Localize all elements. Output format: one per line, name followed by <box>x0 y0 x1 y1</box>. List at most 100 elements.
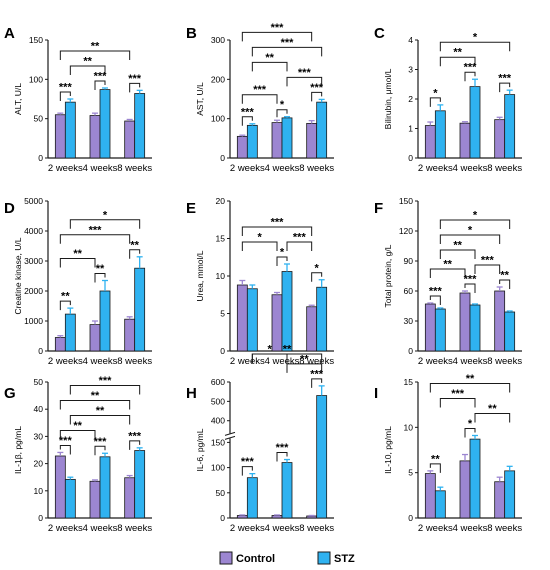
bar-stz <box>469 304 481 352</box>
x-category-label: 8 weeks <box>487 163 522 174</box>
y-tick-label: 120 <box>399 226 413 236</box>
significance-label: * <box>268 344 273 356</box>
significance-bracket <box>439 249 476 259</box>
significance-bracket <box>241 466 253 476</box>
significance-label: *** <box>298 67 312 79</box>
significance-bracket <box>59 444 71 455</box>
significance-label: ** <box>91 390 100 402</box>
x-category-label: 8 weeks <box>117 163 152 174</box>
significance-bracket <box>464 283 476 293</box>
significance-bracket <box>311 378 323 388</box>
significance-bracket <box>59 300 71 311</box>
significance-label: *** <box>464 62 478 74</box>
x-category-label: 4 weeks <box>453 163 488 174</box>
bar-control <box>271 515 283 519</box>
panel-letter-a: A <box>4 25 15 42</box>
significance-label: *** <box>429 286 443 298</box>
significance-bracket <box>276 256 288 266</box>
significance-label: ** <box>500 270 509 282</box>
significance-label: * <box>280 99 285 111</box>
significance-bracket <box>311 272 323 282</box>
y-tick-label: 600 <box>211 377 225 387</box>
y-tick-label: 0 <box>408 153 413 163</box>
y-tick-label: 5 <box>220 309 225 319</box>
significance-label: *** <box>128 73 142 85</box>
legend-swatch-control <box>219 551 233 565</box>
bar-control <box>236 284 248 352</box>
bar-stz <box>281 117 293 159</box>
x-category-label: 2 weeks <box>230 163 265 174</box>
y-tick-label: 30 <box>34 431 44 441</box>
significance-bracket <box>129 440 141 450</box>
significance-bracket <box>251 353 323 363</box>
y-tick-label: 4000 <box>24 226 43 236</box>
panel-d: D 0 1000 2000 3000 4000 5000 Creatine kinase, U… <box>4 196 152 367</box>
y-tick-label: 0 <box>408 513 413 523</box>
significance-bracket <box>464 427 476 438</box>
y-tick-label: 0 <box>38 346 43 356</box>
y-tick-label: 5 <box>408 468 413 478</box>
significance-label: *** <box>481 255 495 267</box>
bar-stz <box>246 477 258 519</box>
bar-stz <box>99 89 111 159</box>
x-category-label: 4 weeks <box>265 356 300 367</box>
bar-control <box>424 473 436 519</box>
x-category-label: 4 weeks <box>83 356 118 367</box>
bar-stz <box>434 110 446 159</box>
y-tick-label: 300 <box>211 35 225 45</box>
panel-letter-h: H <box>186 385 197 402</box>
significance-label: *** <box>99 375 113 387</box>
significance-bracket <box>439 219 511 229</box>
x-category-label: 2 weeks <box>48 163 83 174</box>
y-tick-label: 150 <box>29 35 43 45</box>
significance-bracket <box>429 268 466 278</box>
bar-control <box>89 324 101 352</box>
significance-label: ** <box>283 344 292 356</box>
legend-swatch-stz <box>317 551 331 565</box>
panel-c: C 0 1 2 3 4 Bilirubin, μmol/L 2 weeks 4 weeks 8 w… <box>374 25 522 174</box>
significance-bracket <box>241 226 313 236</box>
significance-bracket <box>276 452 288 462</box>
y-tick-label: 500 <box>211 396 225 406</box>
significance-label: *** <box>241 106 255 118</box>
x-category-label: 2 weeks <box>230 356 265 367</box>
bar-control <box>494 119 506 159</box>
y-axis-label: AST, U/L <box>195 82 205 116</box>
significance-bracket <box>59 258 96 268</box>
significance-label: ** <box>73 420 82 432</box>
significance-bracket <box>251 46 323 57</box>
y-tick-label: 150 <box>211 437 225 447</box>
panel-e: E 0 5 10 15 20 Urea, mmol/L 2 weeks 4 weeks 8 wee… <box>186 196 334 367</box>
x-category-label: 8 weeks <box>117 523 152 534</box>
bar-stz <box>64 313 76 352</box>
y-tick-label: 0 <box>408 346 413 356</box>
bar-stz <box>504 311 516 352</box>
y-tick-label: 400 <box>211 416 225 426</box>
bar-control <box>89 115 101 159</box>
y-tick-label: 50 <box>34 114 44 124</box>
y-tick-label: 1000 <box>24 316 43 326</box>
y-tick-label: 50 <box>216 488 226 498</box>
bar-control <box>236 135 248 159</box>
x-category-label: 2 weeks <box>418 163 453 174</box>
x-category-label: 8 weeks <box>117 356 152 367</box>
significance-label: ** <box>91 40 100 52</box>
y-axis-label: Total protein, g/L <box>383 244 393 307</box>
significance-label: ** <box>61 291 70 303</box>
significance-label: *** <box>241 456 255 468</box>
significance-bracket <box>251 61 288 72</box>
y-tick-label: 0 <box>38 153 43 163</box>
significance-label: * <box>468 225 473 237</box>
significance-bracket <box>439 41 511 52</box>
bar-control <box>236 515 248 519</box>
y-tick-label: 0 <box>220 346 225 356</box>
significance-bracket <box>69 384 141 395</box>
panel-g: G 0 10 20 30 40 50 IL-1β, pg/mL 2 weeks 4 weeks 8 … <box>4 375 152 534</box>
panel-i: I 0 5 10 15 IL-10, pg/mL 2 weeks 4 weeks 8 weeks… <box>374 373 522 534</box>
bar-stz <box>504 470 516 519</box>
bar-control <box>306 515 318 519</box>
significance-bracket <box>429 295 441 305</box>
bar-stz <box>316 286 328 352</box>
bar-control <box>271 122 283 159</box>
